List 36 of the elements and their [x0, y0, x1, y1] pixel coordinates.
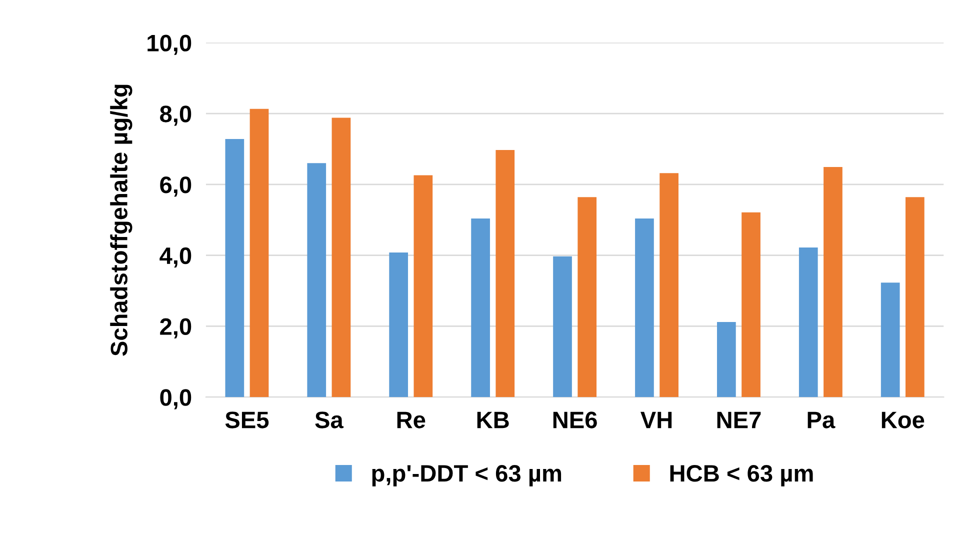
bar: [389, 252, 408, 398]
bar: [414, 175, 433, 398]
bar: [471, 218, 490, 398]
y-tick-label: 6,0: [160, 176, 192, 197]
bar: [578, 197, 597, 398]
x-tick-label: Koe: [882, 412, 924, 428]
bar: [225, 139, 244, 398]
x-tick-label: NE7: [717, 412, 761, 428]
bar: [332, 118, 351, 398]
bar: [496, 150, 515, 398]
bar: [798, 248, 818, 398]
y-tick-label: 8,0: [160, 106, 192, 126]
y-tick-label: 10,0: [148, 34, 192, 55]
y-tick-label: 2,0: [160, 318, 192, 338]
bar: [635, 218, 654, 398]
bar: [742, 212, 760, 398]
x-tick-label: NE6: [553, 412, 597, 428]
x-tick-label: VH: [640, 412, 672, 428]
legend-label: HCB < 63 µm: [670, 465, 813, 486]
legend-label: p,p'-DDT < 63 µm: [372, 465, 562, 486]
bar: [717, 322, 736, 398]
y-axis-title: Schadstoffgehalte µg/kg: [110, 84, 132, 356]
x-tick-label: Re: [397, 412, 426, 428]
bar: [250, 108, 269, 398]
y-tick-label: 0,0: [160, 389, 192, 410]
bar: [880, 282, 900, 398]
x-tick-label: SE5: [225, 412, 269, 428]
y-tick-label: 4,0: [160, 247, 192, 268]
x-tick-label: Pa: [808, 412, 836, 428]
bar: [824, 167, 842, 398]
bar: [307, 163, 326, 398]
x-tick-label: Sa: [315, 412, 344, 428]
bar: [553, 256, 572, 398]
bar: [660, 173, 678, 398]
x-tick-label: KB: [477, 412, 509, 428]
bar: [906, 197, 924, 398]
